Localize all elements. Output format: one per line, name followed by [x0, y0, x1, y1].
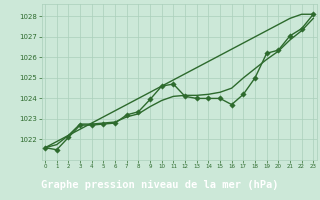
- Text: Graphe pression niveau de la mer (hPa): Graphe pression niveau de la mer (hPa): [41, 180, 279, 190]
